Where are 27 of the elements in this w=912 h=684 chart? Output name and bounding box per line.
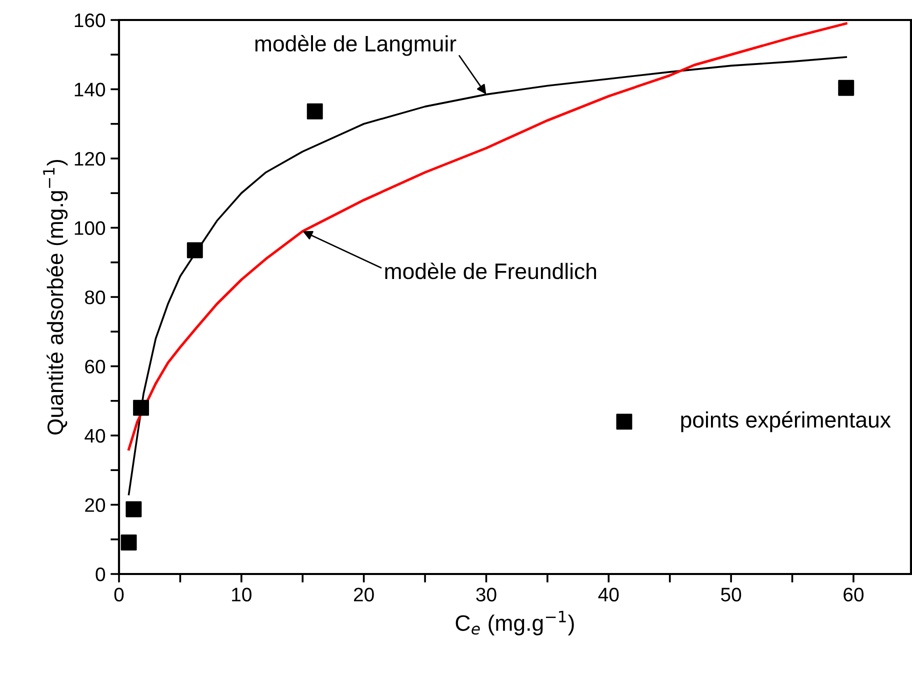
annotation: modèle de Freundlich [385, 262, 596, 280]
y-tick-label: 20 [85, 498, 106, 512]
x-tick-label: 30 [476, 588, 496, 602]
legend-label: points expérimentaux [681, 411, 891, 432]
y-axis-title: Quantité adsorbée (mg.g$^{−1}$) [43, 160, 68, 435]
y-tick-label: 160 [74, 13, 106, 28]
annotation: modèle de Langmuir [255, 34, 456, 56]
y-tick-label: 100 [74, 221, 106, 235]
x-tick-label: 50 [721, 588, 742, 602]
x-tick-label: 40 [598, 588, 619, 602]
point [120, 534, 137, 550]
x-tick-label: 10 [232, 588, 252, 602]
point [306, 103, 323, 120]
y-tick-label: 60 [85, 360, 106, 374]
x-tick-label: 0 [114, 588, 124, 602]
y-tick-label: 140 [74, 82, 106, 96]
x-tick-label: 20 [354, 588, 374, 602]
y-tick-label: 80 [85, 290, 106, 304]
y-tick-label: 40 [84, 428, 106, 443]
x-tick-label: 60 [844, 588, 864, 602]
point [186, 242, 203, 258]
x-axis-title: C$_{e}$ (mg.g$^{−1}$) [456, 610, 574, 636]
point [133, 400, 150, 416]
y-tick-label: 120 [74, 152, 106, 166]
y-tick-label: 0 [96, 567, 106, 582]
point [838, 80, 854, 96]
point [126, 501, 142, 518]
